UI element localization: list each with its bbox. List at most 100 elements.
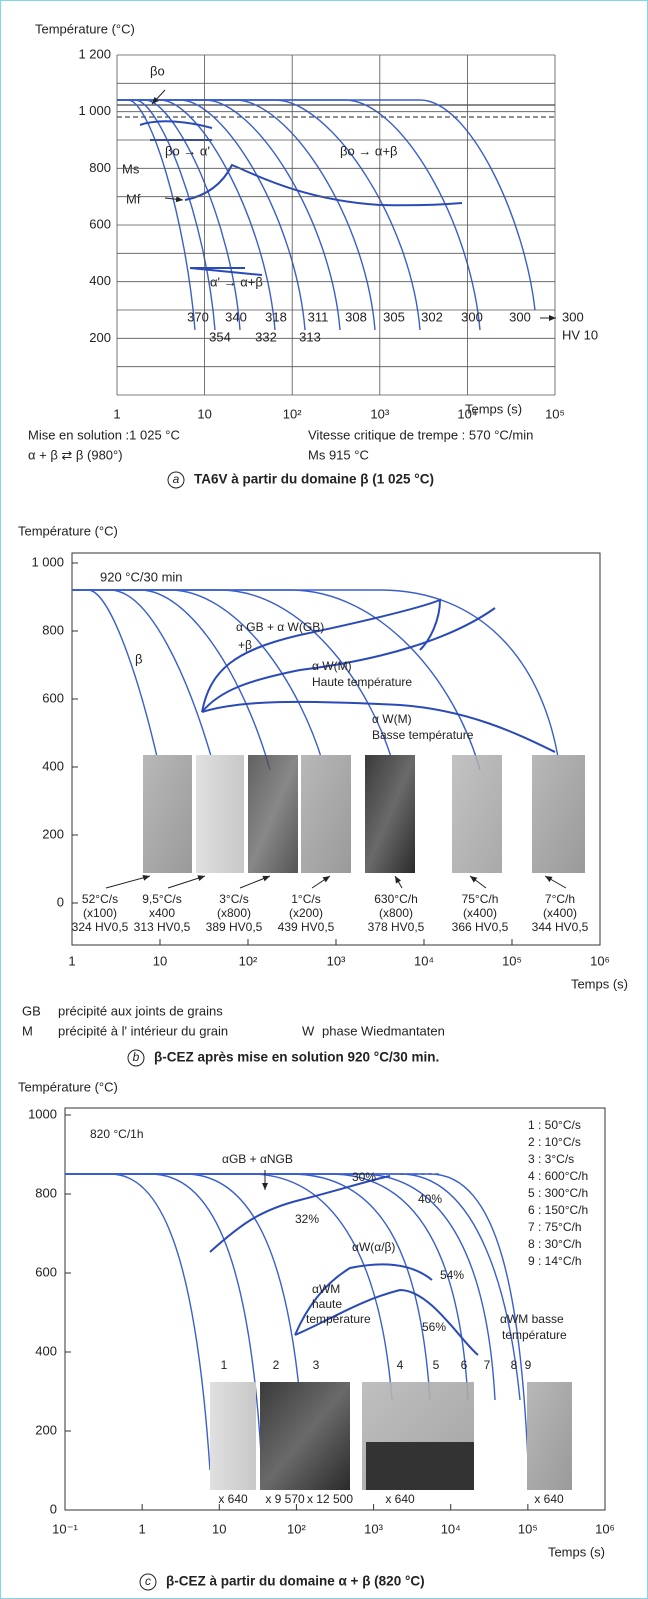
hardness-unit: HV 10: [562, 327, 598, 342]
x-tick-label: 10⁶: [590, 953, 610, 968]
caption: β-CEZ après mise en solution 920 °C/30 m…: [154, 1050, 439, 1065]
caption: β-CEZ à partir du domaine α + β (820 °C): [166, 1574, 425, 1589]
hardness-label: 300: [562, 309, 584, 324]
y-axis-label: Température (°C): [18, 523, 118, 538]
rate-label: 75°C/h: [462, 892, 499, 906]
arrow: [470, 876, 486, 888]
x-tick-label: 10²: [287, 1521, 306, 1536]
x-tick-label: 10³: [364, 1521, 383, 1536]
annotation: 920 °C/30 min: [100, 569, 183, 584]
note: Mise en solution :1 025 °C: [28, 427, 180, 442]
legend-key: GB: [22, 1003, 41, 1018]
rate-legend: 2 : 10°C/s: [528, 1135, 581, 1149]
rate-label: 378 HV0,5: [368, 920, 425, 934]
x-axis-label: Temps (s): [571, 976, 628, 991]
rate-legend: 8 : 30°C/h: [528, 1237, 582, 1251]
y-tick-label: 800: [42, 622, 64, 637]
arrow: [395, 876, 402, 888]
arrow: [106, 876, 150, 888]
arrow: [168, 876, 205, 888]
micrograph: [301, 755, 351, 873]
annotation: βo → α': [165, 143, 210, 158]
annotation: 56%: [422, 1320, 446, 1334]
annotation: +β: [238, 638, 252, 652]
hardness-label: 305: [383, 309, 405, 324]
note: α + β ⇄ β (980°): [28, 447, 123, 462]
annotation: α W(M): [372, 712, 412, 726]
hardness-label: 332: [255, 329, 277, 344]
y-tick-label: 400: [42, 758, 64, 773]
legend-key: W: [302, 1023, 315, 1038]
annotation: β: [135, 651, 142, 666]
hardness-label: 302: [421, 309, 443, 324]
annotation: température: [306, 1312, 371, 1326]
rate-label: (x400): [463, 906, 497, 920]
caption-letter: c: [145, 1574, 151, 1588]
annotation: Haute température: [312, 675, 412, 689]
arrow: [240, 876, 270, 888]
legend-text: précipité aux joints de grains: [58, 1003, 223, 1018]
rate-label: 439 HV0,5: [278, 920, 335, 934]
micrograph: [210, 1382, 256, 1490]
x-tick-label: 10²: [239, 953, 258, 968]
rate-label: (x200): [289, 906, 323, 920]
annotation: température: [502, 1328, 567, 1342]
annotation: 820 °C/1h: [90, 1127, 144, 1141]
x-tick-label: 1: [113, 406, 120, 421]
curve-number: 4: [397, 1358, 404, 1372]
annotation: 40%: [418, 1192, 442, 1206]
micrograph: [532, 755, 585, 873]
micrograph: [366, 1442, 474, 1490]
curve-number: 7: [484, 1358, 491, 1372]
x-tick-label: 10: [212, 1521, 226, 1536]
x-tick-label: 10⁶: [595, 1521, 615, 1536]
annotation: αWM: [312, 1282, 340, 1296]
micrograph: [260, 1382, 350, 1490]
x-tick-label: 10³: [370, 406, 389, 421]
legend-key: M: [22, 1023, 33, 1038]
annotation: Mf: [126, 191, 141, 206]
annotation: βo → α+β: [340, 143, 398, 158]
x-tick-label: 10⁻¹: [52, 1521, 78, 1536]
rate-legend: 5 : 300°C/h: [528, 1186, 588, 1200]
y-axis-label: Température (°C): [35, 21, 135, 36]
x-tick-label: 10³: [327, 953, 346, 968]
arrow: [545, 876, 566, 888]
legend-text: phase Wiedmantaten: [322, 1023, 445, 1038]
annotation: βo: [150, 63, 165, 78]
panel-b: Température (°C) 920 °C/30 min β α GB + …: [18, 523, 628, 1066]
rate-label: (x100): [83, 906, 117, 920]
micrograph: [527, 1382, 572, 1490]
rate-label: 52°C/s: [82, 892, 118, 906]
rate-legend: 1 : 50°C/s: [528, 1118, 581, 1132]
rate-label: 1°C/s: [291, 892, 320, 906]
rate-label: x400: [149, 906, 175, 920]
y-tick-label: 400: [89, 273, 111, 288]
rate-label: 630°C/h: [374, 892, 418, 906]
y-tick-label: 1 000: [78, 103, 111, 118]
rate-label: 9,5°C/s: [142, 892, 181, 906]
y-tick-label: 600: [89, 216, 111, 231]
annotation: haute: [312, 1297, 342, 1311]
hardness-label: 318: [265, 309, 287, 324]
hardness-label: 354: [209, 329, 231, 344]
magnification: x 12 500: [307, 1492, 353, 1506]
x-tick-label: 10⁵: [545, 406, 565, 421]
micrograph: [143, 755, 192, 873]
rate-label: 7°C/h: [545, 892, 575, 906]
rate-label: (x800): [379, 906, 413, 920]
hardness-label: 370: [187, 309, 209, 324]
rate-label: 313 HV0,5: [134, 920, 191, 934]
annotation: α W(M): [312, 659, 352, 673]
y-tick-label: 200: [89, 330, 111, 345]
legend-text: précipité à l' intérieur du grain: [58, 1023, 228, 1038]
rate-label: 389 HV0,5: [206, 920, 263, 934]
note: Ms 915 °C: [308, 447, 369, 462]
panel-c: Température (°C) 820 °C/1h αGB + αNGB 32…: [18, 1079, 615, 1590]
caption: TA6V à partir du domaine β (1 025 °C): [194, 472, 434, 487]
y-tick-label: 800: [89, 160, 111, 175]
y-tick-label: 200: [35, 1422, 57, 1437]
y-tick-label: 800: [35, 1185, 57, 1200]
x-tick-label: 10⁵: [502, 953, 522, 968]
rate-legend: 3 : 3°C/s: [528, 1152, 574, 1166]
